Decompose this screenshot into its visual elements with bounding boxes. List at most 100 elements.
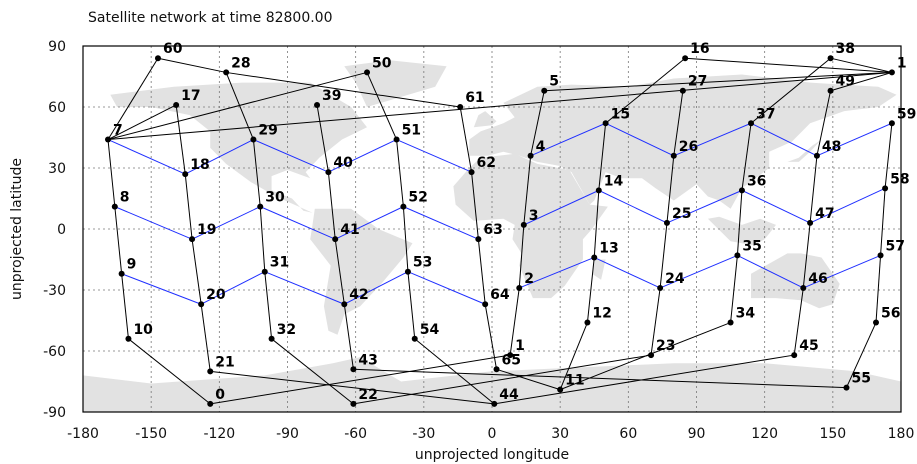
link-blue: [816, 122, 893, 157]
x-tick-label: -180: [67, 426, 99, 442]
link-blue: [750, 122, 818, 157]
link-black: [107, 104, 177, 140]
link-black: [107, 57, 159, 140]
link-black: [494, 354, 795, 405]
satellite-label: 0: [215, 387, 225, 403]
satellite-node: [257, 203, 264, 210]
satellite-label: 12: [592, 306, 611, 322]
satellite-label: 27: [688, 74, 707, 90]
satellite-node: [468, 169, 475, 176]
link-blue: [200, 271, 266, 305]
satellite-node: [411, 335, 418, 342]
satellite-label: 56: [881, 306, 900, 322]
link-black: [157, 57, 227, 73]
link-blue: [519, 257, 595, 289]
satellite-node: [791, 352, 798, 359]
link-black: [741, 123, 752, 191]
satellite-node: [827, 55, 834, 62]
link-blue: [407, 271, 486, 305]
link-black: [530, 90, 545, 156]
satellite-label: 13: [599, 240, 618, 256]
satellite-node: [493, 366, 500, 373]
link-black: [736, 190, 743, 256]
satellite-label: 46: [808, 271, 827, 287]
link-black: [830, 71, 893, 92]
satellite-label: 39: [322, 88, 341, 104]
satellite-node: [457, 104, 464, 110]
satellite-node: [182, 171, 189, 178]
satellite-label: 43: [358, 352, 377, 368]
link-blue: [185, 139, 254, 175]
link-blue: [605, 122, 674, 157]
link-black: [200, 304, 211, 372]
satellite-node: [393, 136, 400, 143]
satellite-node: [332, 236, 339, 243]
x-tick-label: 90: [688, 426, 706, 442]
satellite-node: [748, 120, 755, 127]
satellite-node: [663, 219, 670, 226]
satellite-node: [268, 335, 275, 342]
land-mass: [110, 82, 368, 213]
satellite-label: 17: [181, 88, 200, 104]
plot-frame: [82, 45, 902, 413]
satellite-node: [491, 400, 498, 407]
link-blue: [191, 206, 261, 240]
satellite-node: [873, 319, 880, 326]
link-black: [605, 57, 686, 124]
link-black: [544, 71, 892, 92]
link-black: [334, 239, 345, 305]
link-blue: [737, 254, 804, 289]
satellite-label: 10: [133, 322, 153, 338]
satellite-node: [813, 152, 820, 159]
link-black: [210, 370, 495, 405]
satellite-label: 61: [465, 90, 484, 106]
satellite-label: 2: [524, 271, 534, 287]
link-blue: [253, 139, 329, 173]
link-black: [477, 239, 486, 305]
satellite-node: [404, 268, 411, 275]
satellite-node: [827, 87, 834, 94]
link-blue: [594, 257, 661, 289]
satellite-label: 30: [265, 190, 285, 206]
x-tick-label: 150: [819, 426, 846, 442]
link-black: [396, 139, 404, 207]
y-tick-label: 0: [57, 222, 66, 238]
y-tick-label: 30: [48, 161, 66, 177]
satellite-node: [888, 120, 895, 127]
y-tick-label: -90: [43, 405, 66, 421]
satellite-node: [679, 87, 686, 94]
network-links: [107, 57, 893, 405]
x-tick-label: 180: [888, 426, 915, 442]
link-black: [750, 57, 831, 124]
x-tick-label: 0: [488, 426, 497, 442]
grid-lines: [83, 46, 901, 412]
y-tick-label: 90: [48, 39, 66, 55]
satellite-node: [314, 101, 321, 108]
link-black: [252, 139, 261, 207]
satellite-label: 59: [897, 106, 916, 122]
satellite-label: 44: [499, 387, 519, 403]
y-axis-ticks: -90 -60 -30 0 30 60 90: [43, 39, 66, 421]
link-black: [802, 222, 811, 289]
satellite-label: 16: [690, 41, 709, 57]
link-black: [673, 90, 684, 156]
satellite-label: 53: [413, 255, 432, 271]
satellite-node: [877, 252, 884, 259]
satellite-node: [482, 301, 489, 308]
link-black: [559, 322, 588, 390]
satellite-label: 63: [483, 222, 502, 238]
satellite-label: 65: [502, 352, 521, 368]
link-black: [830, 57, 893, 73]
land-mass: [310, 208, 413, 335]
satellite-label: 49: [836, 74, 855, 90]
link-black: [226, 71, 461, 108]
satellite-label: 9: [127, 257, 137, 273]
satellite-label: 14: [604, 173, 624, 189]
satellite-label: 41: [340, 222, 359, 238]
satellite-node: [807, 219, 814, 226]
x-axis-label: unprojected longitude: [415, 447, 569, 463]
satellite-label: 55: [851, 371, 870, 387]
satellite-node: [734, 252, 741, 259]
satellite-label: 20: [206, 287, 226, 303]
